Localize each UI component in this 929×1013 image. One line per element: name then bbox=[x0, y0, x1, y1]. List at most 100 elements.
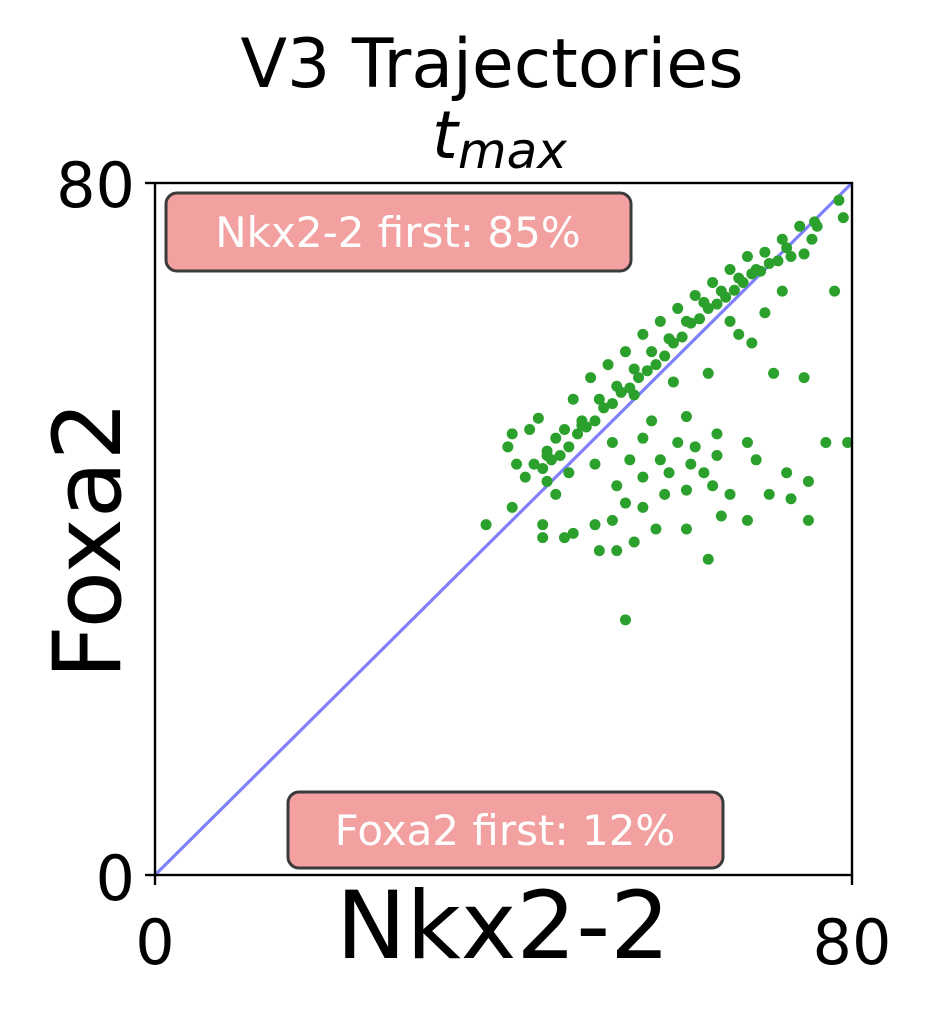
plot-frame bbox=[153, 181, 854, 877]
annotation-box-bottom bbox=[286, 790, 725, 870]
data-point bbox=[750, 264, 762, 275]
subtitle-subscript: max bbox=[458, 122, 567, 180]
data-point bbox=[611, 380, 623, 392]
data-point bbox=[702, 367, 714, 379]
data-point bbox=[619, 614, 631, 626]
data-point bbox=[694, 313, 706, 325]
data-point bbox=[637, 471, 649, 483]
data-point bbox=[641, 365, 653, 377]
data-point bbox=[663, 333, 675, 345]
data-point bbox=[611, 480, 623, 492]
data-point bbox=[802, 475, 814, 487]
data-point bbox=[798, 248, 810, 260]
data-point bbox=[759, 307, 771, 319]
data-point bbox=[606, 398, 618, 410]
data-point bbox=[837, 212, 849, 224]
data-point bbox=[689, 441, 701, 453]
data-point bbox=[506, 428, 518, 440]
data-point bbox=[724, 315, 736, 327]
data-point bbox=[606, 437, 618, 448]
data-point bbox=[707, 276, 719, 288]
data-point bbox=[698, 467, 710, 479]
data-point bbox=[650, 359, 662, 371]
chart-title: V3 Trajectories bbox=[240, 25, 743, 104]
annotation-bottom-text: Foxa2 first: 12% bbox=[335, 806, 676, 855]
data-point bbox=[519, 471, 531, 483]
data-point bbox=[511, 458, 523, 470]
data-point bbox=[672, 302, 684, 314]
data-point bbox=[772, 255, 784, 267]
data-point bbox=[524, 424, 536, 436]
data-point bbox=[733, 272, 745, 284]
data-point bbox=[715, 510, 727, 522]
data-point bbox=[558, 532, 570, 544]
data-point bbox=[741, 251, 753, 263]
subtitle-base: t bbox=[432, 97, 460, 174]
data-point bbox=[667, 376, 679, 388]
data-point bbox=[598, 402, 610, 414]
data-points bbox=[480, 194, 854, 626]
y-tick-label-min: 0 bbox=[96, 842, 135, 915]
data-point bbox=[711, 428, 723, 440]
data-point bbox=[619, 346, 631, 358]
data-point bbox=[785, 493, 797, 505]
data-point bbox=[811, 220, 823, 232]
data-point bbox=[628, 363, 640, 375]
data-point bbox=[572, 428, 584, 440]
annotation-top-text: Nkx2-2 first: 85% bbox=[215, 208, 580, 257]
data-point bbox=[650, 523, 662, 535]
data-point bbox=[646, 415, 658, 427]
data-point bbox=[763, 488, 775, 500]
data-point bbox=[820, 437, 832, 448]
data-point bbox=[624, 454, 636, 466]
data-point bbox=[563, 441, 575, 453]
data-point bbox=[672, 437, 684, 448]
data-point bbox=[750, 454, 762, 466]
data-point bbox=[637, 501, 649, 513]
data-point bbox=[567, 527, 579, 539]
data-point bbox=[611, 545, 623, 557]
data-point bbox=[659, 488, 671, 500]
data-point bbox=[741, 514, 753, 526]
chart-subtitle: tmax bbox=[432, 97, 567, 180]
data-point bbox=[676, 331, 688, 343]
data-point bbox=[715, 285, 727, 297]
data-point bbox=[702, 553, 714, 565]
data-point bbox=[680, 523, 692, 535]
data-point bbox=[576, 419, 588, 431]
data-point bbox=[711, 298, 723, 310]
x-tick-label-max: 80 bbox=[813, 906, 892, 979]
data-point bbox=[724, 488, 736, 500]
data-point bbox=[637, 432, 649, 444]
data-point bbox=[646, 346, 658, 358]
data-point bbox=[528, 458, 540, 470]
data-point bbox=[633, 372, 645, 384]
data-point bbox=[707, 480, 719, 492]
data-point bbox=[558, 424, 570, 436]
data-point bbox=[802, 514, 814, 526]
data-point bbox=[654, 315, 666, 327]
data-point bbox=[532, 412, 544, 424]
y-axis-label: Foxa2 bbox=[34, 401, 143, 679]
data-point bbox=[659, 350, 671, 362]
data-point bbox=[829, 285, 841, 297]
data-point bbox=[776, 285, 788, 297]
data-point bbox=[680, 484, 692, 496]
data-point bbox=[680, 411, 692, 423]
data-point bbox=[593, 545, 605, 557]
data-point bbox=[550, 488, 562, 500]
data-point bbox=[589, 519, 601, 531]
data-point bbox=[680, 315, 692, 327]
data-point bbox=[741, 437, 753, 448]
data-point bbox=[685, 458, 697, 470]
data-point bbox=[781, 242, 793, 254]
data-point bbox=[567, 393, 579, 405]
data-point bbox=[619, 497, 631, 509]
data-point bbox=[781, 467, 793, 479]
data-point bbox=[763, 257, 775, 269]
data-point bbox=[589, 458, 601, 470]
data-point bbox=[794, 220, 806, 232]
data-point bbox=[733, 328, 745, 340]
data-point bbox=[724, 264, 736, 275]
